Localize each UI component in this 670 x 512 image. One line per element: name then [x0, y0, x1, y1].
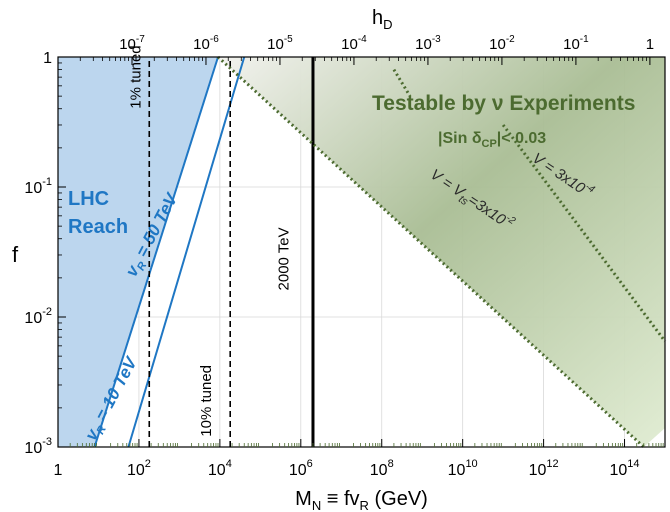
y-tick-label: 10-3: [24, 436, 52, 457]
series-label: 2000 TeV: [276, 227, 293, 290]
top-tick-label: 1: [646, 36, 654, 53]
y-tick-label: 10-2: [24, 306, 52, 327]
axis-labels: MN ≡ fvR (GeV) f hD: [12, 7, 428, 512]
x-tick-label: 102: [127, 458, 151, 479]
top-tick-label: 10-1: [563, 34, 589, 53]
nu-experiments-region: [218, 57, 665, 447]
x-tick-label: 1012: [529, 458, 559, 479]
x-tick-label: 106: [289, 458, 313, 479]
top-axis-label: hD: [372, 7, 393, 32]
top-tick-label: 10-7: [119, 34, 145, 53]
y-tick-label: 10-1: [24, 176, 52, 197]
series-line-v-3x10-4: [501, 124, 667, 343]
series-line-v-3x10-4-upper: [392, 68, 412, 97]
nu-region-label: Testable by ν Experiments: [372, 92, 635, 115]
top-tick-label: 10-2: [489, 34, 515, 53]
x-tick-label: 104: [208, 458, 232, 479]
series-label: 1% tuned: [128, 45, 145, 108]
x-tick-label: 1014: [610, 458, 640, 479]
top-tick-label: 10-6: [193, 34, 219, 53]
top-tick-label: 10-4: [341, 34, 367, 53]
series-line-vr-10-tev: [93, 56, 219, 448]
y-axis-label: f: [12, 242, 19, 267]
x-tick-label: 1: [54, 462, 63, 479]
x-tick-label: 1010: [448, 458, 478, 479]
plot-frame: [57, 56, 666, 448]
top-tick-label: 10-5: [267, 34, 293, 53]
y-tick-label: 1: [43, 50, 52, 67]
series-label: 10% tuned: [198, 365, 215, 437]
axis-ticks: 1 102 104 106 108 1010 1012 1014 1 10-1 10-2 10-3 10…: [24, 34, 664, 479]
series-line-vr-50-tev: [127, 56, 246, 448]
lhc-reach-label: LHC Reach: [68, 188, 128, 238]
lhc-reach-region: [58, 57, 219, 447]
top-tick-label: 10-3: [415, 34, 441, 53]
series-line-v-vts-3x10-2: [217, 55, 645, 449]
x-tick-label: 108: [370, 458, 394, 479]
x-axis-label: MN ≡ fvR (GeV): [295, 488, 428, 512]
